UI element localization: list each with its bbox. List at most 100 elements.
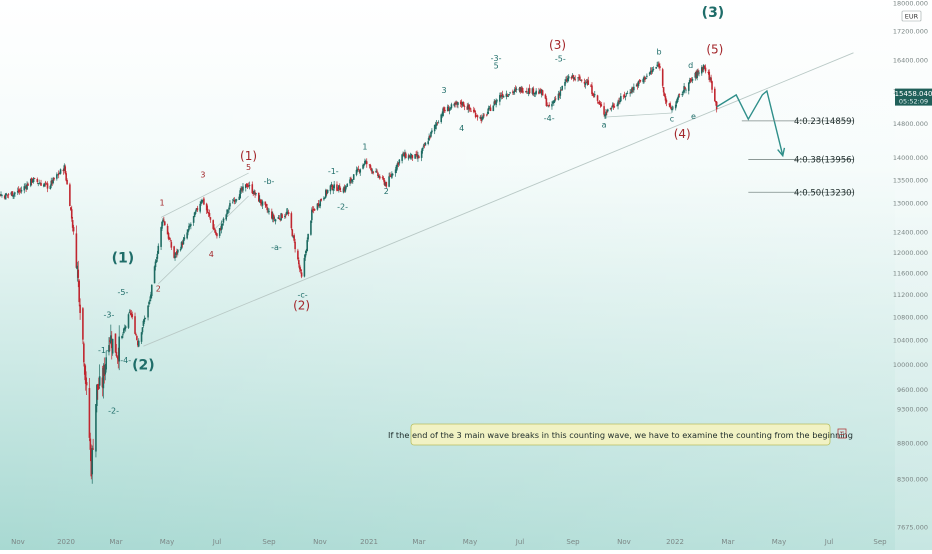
- candle-body: [290, 213, 293, 229]
- candle-body: [416, 154, 418, 158]
- x-tick-label: Jul: [824, 538, 834, 546]
- candle-body: [617, 101, 619, 106]
- candle-body: [709, 78, 711, 79]
- candle-body: [265, 204, 268, 207]
- candle-body: [239, 190, 241, 199]
- y-tick-label: 12400.000: [893, 229, 928, 237]
- x-tick-label: May: [160, 538, 174, 546]
- candle-body: [487, 107, 490, 111]
- candle-body: [72, 227, 75, 232]
- candle-body: [619, 100, 621, 103]
- candle-body: [479, 116, 482, 119]
- candle-body: [0, 194, 2, 196]
- candle-body: [140, 332, 143, 342]
- y-tick-label: 10000.000: [893, 361, 928, 369]
- candle-body: [528, 88, 531, 94]
- candle-body: [176, 250, 178, 254]
- x-tick-label: Sep: [262, 538, 276, 546]
- candle-body: [212, 220, 214, 229]
- candle-body: [429, 135, 431, 138]
- candle-body: [155, 259, 158, 263]
- candle-body: [499, 95, 501, 102]
- candle-body: [473, 111, 476, 113]
- candle-body: [299, 268, 302, 271]
- candle-body: [163, 219, 165, 221]
- candle-body: [365, 161, 368, 165]
- candle-body: [339, 191, 342, 192]
- candle-body: [684, 87, 686, 89]
- candle-body: [156, 253, 159, 259]
- wave-label: (2): [132, 357, 155, 373]
- channel-line-lower: [158, 195, 249, 285]
- currency-badge[interactable]: [901, 10, 922, 22]
- candle-body: [505, 93, 508, 97]
- candle-body: [88, 388, 91, 438]
- candle-body: [255, 193, 257, 194]
- candle-body: [518, 88, 521, 91]
- candle-body: [441, 114, 443, 116]
- candle-body: [384, 183, 387, 186]
- candle-body: [285, 211, 288, 215]
- candle-body: [521, 87, 523, 93]
- candle-body: [297, 250, 299, 260]
- candle-body: [124, 326, 127, 329]
- y-tick-label: 13000.000: [893, 200, 928, 208]
- candle-body: [319, 200, 322, 207]
- candle-body: [96, 384, 98, 406]
- candle-body: [25, 186, 27, 189]
- candle-body: [670, 107, 672, 109]
- candle-body: [710, 77, 712, 83]
- candle-body: [488, 106, 491, 108]
- candle-body: [12, 195, 14, 197]
- candle-body: [538, 91, 540, 94]
- candle-body: [102, 367, 105, 389]
- candle-body: [375, 171, 377, 173]
- candle-body: [696, 71, 698, 78]
- candle-body: [369, 165, 372, 168]
- candle-body: [566, 78, 569, 82]
- candle-body: [205, 203, 208, 211]
- candle-body: [78, 280, 80, 303]
- candle-body: [3, 195, 6, 199]
- y-tick-label: 10400.000: [893, 337, 928, 345]
- candle-body: [16, 190, 19, 193]
- candle-body: [317, 203, 320, 207]
- candle-body: [10, 192, 13, 195]
- candle-body: [214, 229, 216, 233]
- candle-body: [182, 239, 185, 245]
- candle-body: [305, 250, 308, 253]
- candle-body: [656, 64, 658, 66]
- channel-line-correction: [604, 112, 673, 118]
- candle-body: [338, 186, 341, 191]
- annotation-box[interactable]: [410, 423, 831, 446]
- candle-body: [632, 87, 634, 90]
- candle-body: [620, 96, 622, 102]
- candle-body: [246, 186, 249, 187]
- candle-body: [540, 89, 543, 95]
- candle-body: [220, 224, 223, 231]
- candle-body: [411, 155, 414, 159]
- candle-body: [213, 227, 215, 230]
- candle-body: [164, 221, 166, 226]
- y-tick-label: 18000.000: [893, 0, 928, 8]
- candle-body: [65, 173, 67, 181]
- candle-body: [83, 343, 85, 363]
- candle-body: [242, 186, 244, 191]
- annotation-text: If the end of the 3 main wave breaks in …: [388, 430, 853, 440]
- x-tick-label: Sep: [873, 538, 887, 546]
- x-tick-label: Jul: [212, 538, 222, 546]
- candle-body: [663, 93, 666, 97]
- note-icon[interactable]: [837, 428, 847, 439]
- candle-body: [514, 88, 517, 90]
- candle-body: [501, 93, 504, 97]
- wave-label: 2: [384, 187, 389, 196]
- candle-body: [192, 216, 195, 223]
- candle-body: [11, 191, 13, 197]
- projection-path: [716, 89, 784, 156]
- candle-body: [548, 104, 550, 106]
- candle-body: [423, 144, 426, 147]
- candle-body: [110, 340, 113, 349]
- candle-body: [229, 203, 231, 207]
